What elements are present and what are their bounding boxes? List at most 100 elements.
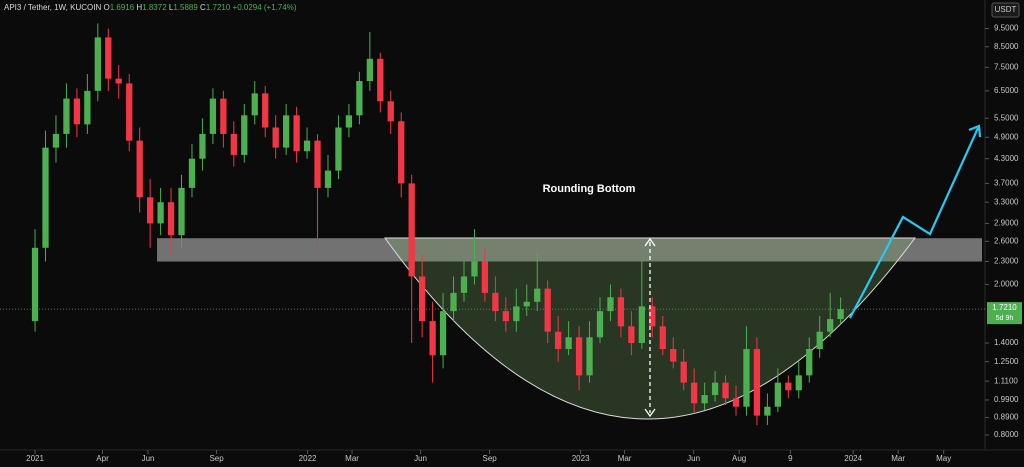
x-tick-label: 2024 xyxy=(844,454,862,463)
candle-body xyxy=(126,83,133,141)
o-value: 1.6916 xyxy=(110,3,135,12)
x-tick-label: Apr xyxy=(96,454,109,463)
candle-body xyxy=(513,306,520,322)
candle-body xyxy=(262,93,269,128)
y-tick-label: 2.9000 xyxy=(994,219,1019,228)
candle-body xyxy=(774,382,781,407)
x-tick-label: 2023 xyxy=(572,454,590,463)
candle-body xyxy=(460,276,468,293)
arrow-head xyxy=(644,408,656,418)
candle-body xyxy=(596,311,604,338)
candle-body xyxy=(544,288,551,332)
candle-body xyxy=(450,292,457,312)
depth-arrow xyxy=(644,237,656,418)
candle-body xyxy=(722,382,729,399)
currency-button[interactable] xyxy=(991,2,1020,18)
y-tick-label: 4.9000 xyxy=(994,132,1019,141)
x-tick-label: 9 xyxy=(788,454,793,463)
y-tick-label: 1.2500 xyxy=(994,357,1019,366)
l-value: 1.5889 xyxy=(173,3,198,12)
candle-body xyxy=(136,140,143,198)
candle-body xyxy=(806,349,813,376)
h-value: 1.8372 xyxy=(142,3,167,12)
c-value: 1.7210 xyxy=(206,3,231,12)
front-layer: 9.5000 8.5000 7.5000 6.5000 5.5000 4.9000 4.30… xyxy=(26,24,1022,463)
l-key: L xyxy=(169,3,174,12)
candle-body xyxy=(188,158,196,188)
candle-body xyxy=(42,147,49,248)
candle-body xyxy=(649,306,656,327)
x-tick-label: Sep xyxy=(483,454,498,463)
candle-body xyxy=(345,115,353,128)
candle-body xyxy=(565,337,572,350)
o-key: O xyxy=(103,3,109,12)
y-tick-label: 2.3000 xyxy=(994,257,1019,266)
candle-body xyxy=(785,382,792,391)
y-tick-label: 5.5000 xyxy=(994,113,1019,122)
candle-body xyxy=(534,288,541,302)
x-tick-label: Aug xyxy=(732,454,746,463)
arrow-head xyxy=(968,124,982,138)
candle-body xyxy=(743,349,750,407)
candle-body xyxy=(617,297,625,327)
y-tick-label: 0.8900 xyxy=(994,413,1019,422)
x-tick-label: Jun xyxy=(687,454,700,463)
candle-body xyxy=(659,326,666,350)
candle-body xyxy=(439,311,447,356)
x-tick-label: Mar xyxy=(618,454,632,463)
candle-body xyxy=(732,398,740,407)
candle-body xyxy=(366,58,373,82)
candle-body xyxy=(199,133,206,159)
currency-label: USDT xyxy=(995,5,1017,14)
x-tick-label: 2022 xyxy=(299,454,317,463)
candle-body xyxy=(377,58,384,102)
candle-body xyxy=(691,382,698,404)
y-tick-label: 1.1100 xyxy=(994,376,1018,385)
candle-body xyxy=(701,395,708,404)
candle-body xyxy=(52,133,60,148)
x-tick-label: Mar xyxy=(891,454,905,463)
candle-body xyxy=(555,331,562,350)
candle-body xyxy=(167,202,175,236)
candle-body xyxy=(471,261,478,277)
candle-body xyxy=(209,98,217,134)
candle-body xyxy=(753,349,761,416)
y-tick-label: 3.3000 xyxy=(994,197,1019,206)
candle-body xyxy=(303,140,311,152)
candle-body xyxy=(827,319,834,332)
candle-body xyxy=(84,90,91,125)
y-tick-label: 7.5000 xyxy=(994,62,1019,71)
last-price-tag xyxy=(987,302,1022,325)
candle-body xyxy=(711,382,719,396)
candle-body xyxy=(31,247,39,322)
candle-body xyxy=(638,306,645,344)
candle-body xyxy=(314,140,321,188)
candle-body xyxy=(241,115,248,155)
candle-body xyxy=(764,406,771,416)
symbol: API3 / Tether, 1W, KUCOIN xyxy=(4,3,101,12)
h-key: H xyxy=(136,3,142,12)
y-tick-label: 8.5000 xyxy=(994,42,1019,51)
candle-body xyxy=(178,187,185,236)
y-tick-label: 9.5000 xyxy=(994,24,1019,33)
x-tick-label: May xyxy=(936,454,951,463)
candle-body xyxy=(502,311,509,322)
candle-body xyxy=(481,261,489,293)
candle-body xyxy=(523,301,530,307)
candle-body xyxy=(837,309,844,320)
x-tick-label: Jun xyxy=(142,454,155,463)
candle-body xyxy=(324,170,332,188)
arrow-head xyxy=(644,237,656,247)
candle-body xyxy=(795,375,802,391)
y-tick-label: 2.0000 xyxy=(994,280,1019,289)
y-tick-label: 0.9900 xyxy=(994,395,1019,404)
x-tick-label: 2021 xyxy=(26,454,44,463)
y-tick-label: 1.4000 xyxy=(994,338,1019,347)
candle-body xyxy=(251,93,258,116)
c-key: C xyxy=(200,3,206,12)
annotation: Rounding Bottom xyxy=(543,183,636,195)
candle-body xyxy=(628,326,635,344)
last-price-label: 1.7210 xyxy=(992,303,1017,312)
